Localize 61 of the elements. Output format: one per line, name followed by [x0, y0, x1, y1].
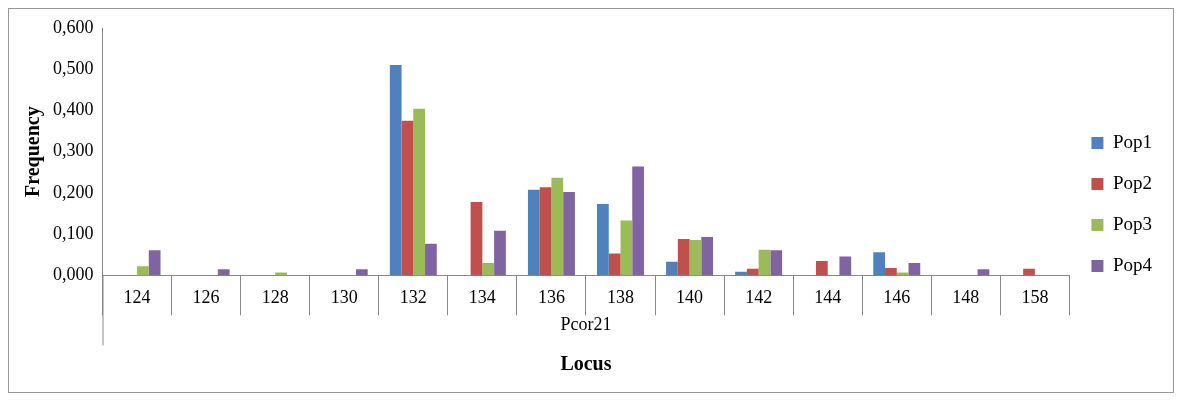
legend-label: Pop4 [1112, 253, 1153, 275]
bar [413, 108, 426, 276]
legend-label: Pop2 [1112, 171, 1153, 193]
x-tick-label: 140 [676, 286, 704, 307]
bar [482, 263, 495, 276]
y-axis-title: Frequency [21, 106, 45, 198]
bar [839, 256, 852, 276]
y-tick-label: 0,200 [53, 181, 94, 202]
x-tick-label: 144 [814, 286, 842, 307]
bar [539, 187, 552, 276]
bar [758, 249, 771, 276]
x-tick-label: 136 [537, 286, 565, 307]
x-tick-label: 134 [468, 286, 496, 307]
x-tick-label: 148 [952, 286, 980, 307]
bar [908, 263, 921, 276]
y-tick-label: 0,600 [53, 16, 94, 37]
bar [494, 230, 506, 276]
bar [746, 268, 759, 276]
x-axis-title: Locus [560, 352, 612, 375]
bar [470, 202, 483, 276]
bar [677, 239, 690, 276]
x-tick-label: 132 [399, 286, 427, 307]
bar [551, 177, 564, 276]
bar [355, 269, 368, 276]
bar [563, 192, 575, 276]
bar [148, 250, 161, 276]
legend-label: Pop1 [1112, 130, 1153, 152]
bar [401, 120, 414, 276]
bar [632, 166, 644, 276]
y-tick-label: 0,000 [53, 264, 94, 285]
bar [885, 267, 897, 276]
x-tick-label: 128 [261, 286, 289, 307]
bar [597, 204, 609, 276]
legend-label: Pop3 [1112, 212, 1153, 234]
bar [1023, 268, 1035, 276]
bar [217, 269, 230, 276]
x-tick-label: 146 [883, 286, 911, 307]
bar [608, 253, 621, 276]
bar [701, 237, 714, 276]
bar [815, 260, 828, 276]
bar [873, 252, 886, 276]
x-tick-label: 126 [192, 286, 220, 307]
bar [620, 220, 633, 276]
x-tick-label: 158 [1021, 286, 1049, 307]
y-tick-label: 0,400 [53, 99, 94, 120]
bar [689, 239, 702, 276]
bar [527, 189, 540, 276]
bar [425, 243, 437, 276]
bar [666, 261, 678, 276]
bar [389, 65, 402, 276]
bar [137, 266, 149, 276]
bar [770, 250, 783, 276]
x-tick-label: 142 [745, 286, 773, 307]
x-tick-label: 124 [123, 286, 151, 307]
y-tick-label: 0,300 [53, 140, 94, 161]
y-tick-label: 0,100 [53, 222, 94, 243]
bar [977, 269, 990, 276]
text: Pcor21 [560, 314, 612, 335]
y-tick-label: 0,500 [53, 57, 94, 78]
x-tick-label: 138 [607, 286, 634, 307]
x-tick-label: 130 [330, 286, 358, 307]
